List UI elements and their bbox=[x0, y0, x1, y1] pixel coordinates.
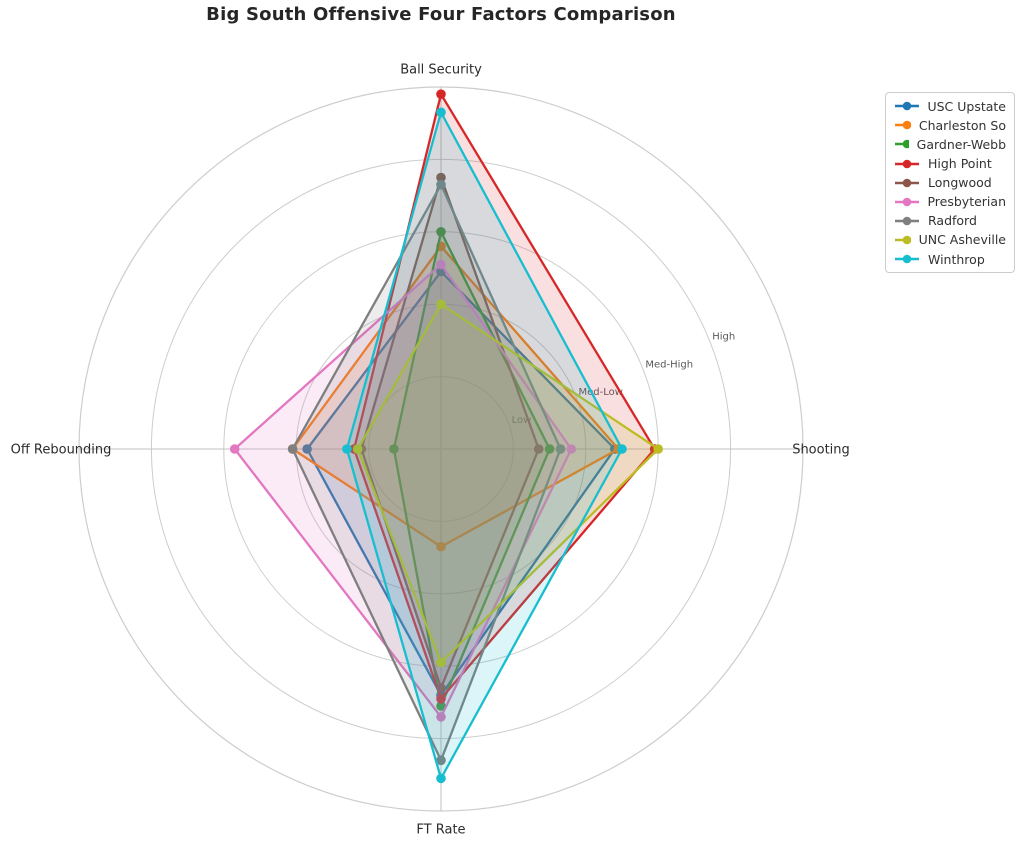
axis-label-shooting: Shooting bbox=[792, 443, 850, 458]
data-point-radford-shooting bbox=[555, 444, 566, 454]
data-point-presbyterian-off-rebounding bbox=[229, 444, 240, 454]
chart-title: Big South Offensive Four Factors Compari… bbox=[206, 4, 676, 25]
legend-label-longwood: Longwood bbox=[928, 175, 992, 191]
legend-label-unc-asheville: UNC Asheville bbox=[918, 232, 1006, 248]
data-point-charleston-so-ft-rate bbox=[436, 541, 446, 552]
data-point-unc-asheville-shooting bbox=[653, 444, 663, 454]
legend: USC Upstate Charleston So Gardner-Webb High… bbox=[885, 92, 1015, 274]
legend-marker-charleston-so bbox=[895, 121, 911, 130]
data-point-winthrop-ball-security bbox=[436, 107, 446, 118]
data-point-high-point-ft-rate bbox=[436, 694, 446, 704]
legend-label-winthrop: Winthrop bbox=[928, 251, 985, 267]
legend-marker-unc-asheville bbox=[895, 235, 911, 245]
radial-tick-low: Low bbox=[512, 415, 532, 426]
axis-label-ft-rate: FT Rate bbox=[416, 823, 465, 838]
legend-label-usc-upstate: USC Upstate bbox=[927, 98, 1006, 114]
series-fill-high-point bbox=[354, 94, 655, 699]
data-point-high-point-ball-security bbox=[436, 89, 446, 99]
data-point-longwood-ball-security bbox=[436, 172, 446, 183]
data-point-gardner-webb-ft-rate bbox=[436, 701, 446, 711]
legend-item-usc-upstate: USC Upstate bbox=[894, 99, 1006, 114]
radial-tick-high: High bbox=[712, 332, 735, 343]
data-point-presbyterian-ft-rate bbox=[436, 712, 446, 722]
radial-tick-med-high: Med-High bbox=[645, 359, 693, 370]
data-point-unc-asheville-ball-security bbox=[436, 299, 446, 310]
series-fill-radford bbox=[292, 184, 561, 761]
data-point-gardner-webb-shooting bbox=[544, 444, 555, 454]
data-point-winthrop-ft-rate bbox=[436, 773, 446, 784]
series-high-point bbox=[349, 89, 660, 704]
legend-marker-gardner-webb bbox=[895, 140, 909, 149]
series-fill-gardner-webb bbox=[393, 231, 550, 707]
legend-item-radford: Radford bbox=[894, 213, 1006, 229]
legend-marker-high-point bbox=[895, 159, 919, 168]
legend-item-unc-asheville: UNC Asheville bbox=[894, 232, 1006, 248]
data-point-radford-ball-security bbox=[436, 179, 446, 190]
axis-label-ball-security: Ball Security bbox=[400, 63, 482, 78]
data-point-presbyterian-shooting bbox=[566, 444, 577, 454]
legend-label-high-point: High Point bbox=[928, 156, 992, 172]
data-point-radford-off-rebounding bbox=[287, 444, 298, 454]
series-fill-charleston-so bbox=[292, 246, 619, 547]
legend-label-presbyterian: Presbyterian bbox=[927, 194, 1006, 210]
legend-item-longwood: Longwood bbox=[894, 175, 1006, 190]
legend-marker-presbyterian bbox=[895, 197, 919, 207]
series-winthrop bbox=[342, 107, 627, 784]
radial-tick-med-low: Med-Low bbox=[578, 387, 622, 398]
data-point-longwood-shooting bbox=[533, 444, 544, 454]
legend-marker-radford bbox=[895, 216, 919, 226]
data-point-radford-ft-rate bbox=[436, 755, 446, 766]
series-fill-winthrop bbox=[346, 112, 622, 779]
legend-item-charleston-so: Charleston So bbox=[894, 118, 1006, 133]
legend-item-gardner-webb: Gardner-Webb bbox=[894, 137, 1006, 152]
data-point-unc-asheville-ft-rate bbox=[436, 657, 446, 668]
legend-label-radford: Radford bbox=[928, 213, 977, 229]
data-point-gardner-webb-ball-security bbox=[436, 227, 446, 237]
data-point-longwood-ft-rate bbox=[436, 683, 446, 693]
series-unc-asheville bbox=[352, 299, 663, 668]
data-point-winthrop-off-rebounding bbox=[342, 444, 352, 454]
legend-marker-longwood bbox=[895, 178, 919, 187]
series-fill-unc-asheville bbox=[357, 304, 659, 663]
legend-label-charleston-so: Charleston So bbox=[918, 117, 1006, 133]
legend-marker-winthrop bbox=[895, 254, 919, 264]
series-radford bbox=[287, 179, 566, 766]
series-presbyterian bbox=[229, 259, 577, 722]
series-fill-presbyterian bbox=[234, 264, 572, 717]
legend-item-winthrop: Winthrop bbox=[894, 252, 1006, 267]
axis-label-off-rebounding: Off Rebounding bbox=[11, 443, 112, 458]
data-point-winthrop-shooting bbox=[617, 444, 627, 454]
data-point-unc-asheville-off-rebounding bbox=[352, 444, 363, 454]
legend-item-presbyterian: Presbyterian bbox=[894, 194, 1006, 209]
data-point-usc-upstate-off-rebounding bbox=[302, 444, 312, 454]
legend-marker-usc-upstate bbox=[895, 101, 919, 111]
legend-item-high-point: High Point bbox=[894, 156, 1006, 171]
legend-label-gardner-webb: Gardner-Webb bbox=[916, 136, 1006, 152]
data-point-gardner-webb-off-rebounding bbox=[389, 444, 399, 454]
series-fill-longwood bbox=[361, 177, 539, 688]
data-point-presbyterian-ball-security bbox=[436, 259, 446, 270]
